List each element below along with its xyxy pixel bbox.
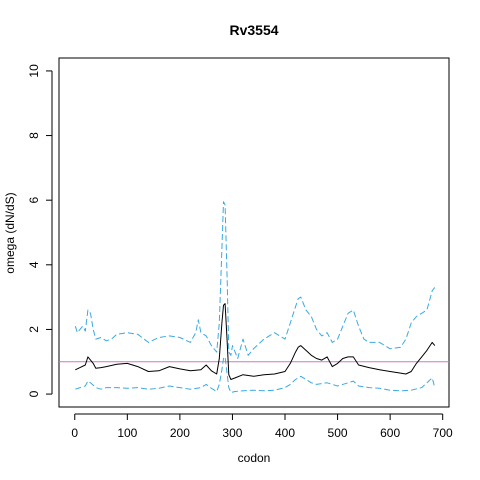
y-tick-label: 4 [27,261,41,268]
series-lower-line [75,356,436,393]
y-tick-label: 6 [27,197,41,204]
x-tick-label: 100 [117,426,137,440]
chart-title: Rv3554 [229,22,278,38]
series-upper-line [74,201,436,359]
y-tick-label: 0 [27,390,41,397]
series-estimate-line [75,303,436,380]
x-tick-label: 300 [222,426,242,440]
x-tick-label: 500 [328,426,348,440]
x-tick-label: 700 [433,426,453,440]
y-tick-label: 2 [27,326,41,333]
plot-frame [58,57,450,408]
y-axis-label: omega (dN/dS) [3,192,17,273]
x-tick-label: 0 [71,426,78,440]
y-tick-label: 8 [27,132,41,139]
x-tick-label: 600 [380,426,400,440]
x-tick-label: 200 [170,426,190,440]
x-axis-label: codon [238,451,271,465]
x-tick-label: 400 [275,426,295,440]
y-tick-label: 10 [27,64,41,78]
plot-area: 0 100 200 300 400 500 600 700 0 2 4 6 8 10 [27,57,453,440]
